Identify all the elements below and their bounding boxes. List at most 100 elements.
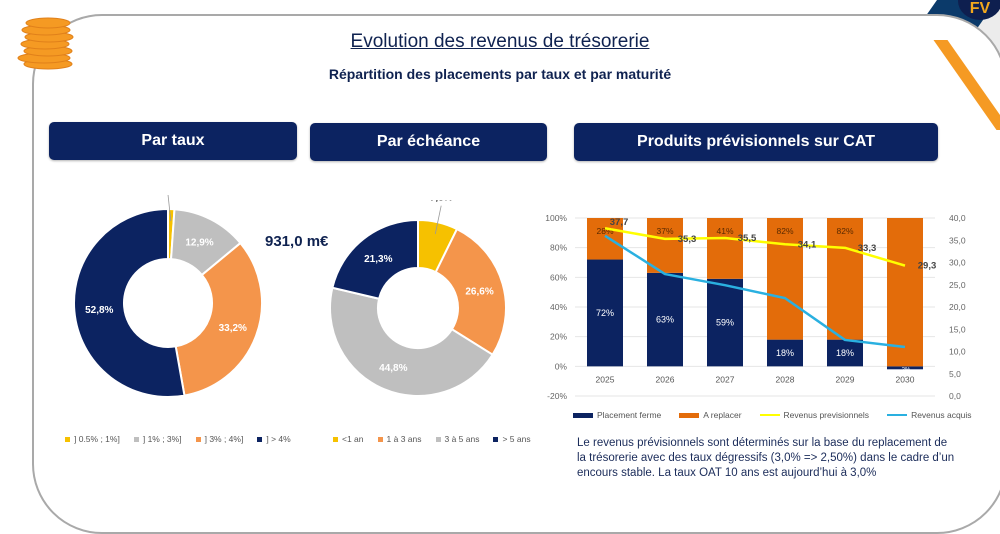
line-data-label: 29,3 — [918, 261, 937, 272]
bar-placement-ferme — [767, 339, 803, 367]
donut-data-label: 7,3% — [430, 200, 453, 204]
line-data-label: 35,5 — [738, 233, 757, 244]
y-left-tick-label: 100% — [545, 213, 567, 223]
legend-item: 1 à 3 ans — [377, 434, 422, 444]
legend-swatch — [195, 436, 201, 442]
y-right-tick-label: 30,0 — [949, 258, 966, 268]
y-right-tick-label: 0,0 — [949, 391, 961, 401]
bar-placement-ferme — [647, 272, 683, 367]
donut-slice — [331, 218, 419, 300]
legend-swatch — [257, 436, 263, 442]
bar-data-label: 72% — [596, 308, 614, 318]
donut-data-label: 21,3% — [364, 254, 392, 265]
bar-data-label: 18% — [776, 348, 794, 358]
bar-data-label: 41% — [716, 226, 733, 236]
cat-combo-chart: 100% 80% 60% 40% 20% 0% -20% 40,0 35,0 30,0 25,0 20… — [545, 213, 966, 401]
leader-line — [167, 195, 172, 222]
page-subtitle: Répartition des placements par taux et p… — [328, 66, 672, 82]
legend-label: ] 0.5% ; 1%] — [74, 434, 120, 444]
legend-label: Placement ferme — [597, 410, 662, 420]
donut-chart-par-taux: 1,1%12,9%33,2%52,8% — [73, 195, 263, 398]
legend-swatch — [333, 436, 338, 442]
bar-placement-ferme — [887, 366, 923, 370]
y-right-tick-label: 40,0 — [949, 213, 966, 223]
bar-a-replacer — [767, 218, 803, 340]
line-revenus-previsionnels — [604, 227, 906, 267]
legend-par-echeance: <1 an 1 à 3 ans 3 à 5 ans > 5 ans — [333, 434, 531, 444]
legend-item: ] > 4% — [257, 434, 291, 444]
line-data-label: 37,7 — [610, 217, 629, 228]
y-right-tick-label: 35,0 — [949, 235, 966, 245]
bar-placement-ferme — [827, 339, 863, 367]
legend-item: Revenus acquis — [887, 410, 972, 420]
bar-a-replacer — [707, 218, 743, 279]
bar-a-replacer — [587, 218, 623, 260]
legend-swatch — [377, 436, 383, 442]
total-amount: 931,0 m€ — [265, 233, 329, 250]
donut-data-label: 52,8% — [85, 305, 113, 316]
legend-swatch — [679, 412, 700, 418]
donut-data-label: 26,6% — [465, 287, 493, 298]
x-tick-label: 2025 — [596, 374, 615, 384]
legend-item: Placement ferme — [573, 410, 661, 420]
legend-swatch — [133, 436, 139, 442]
legend-cat: Placement ferme A replacer Revenus previsi… — [573, 410, 972, 420]
x-tick-label: 2028 — [776, 374, 795, 384]
company-logo: FV — [958, 0, 1000, 20]
y-right-tick-label: 25,0 — [949, 280, 966, 290]
bar-data-label: 82% — [776, 226, 793, 236]
legend-label: <1 an — [342, 434, 364, 444]
x-tick-label: 2030 — [896, 374, 915, 384]
legend-label: > 5 ans — [502, 434, 531, 444]
legend-item: > 5 ans — [493, 434, 531, 444]
bar-placement-ferme — [707, 278, 743, 367]
y-left-tick-label: -20% — [547, 391, 567, 401]
donut-data-label: 33,2% — [219, 323, 247, 334]
legend-swatch — [65, 436, 70, 442]
bar-data-label: 63% — [656, 315, 674, 325]
par-taux-header: Par taux — [49, 122, 297, 160]
bar-a-replacer — [887, 218, 923, 367]
bar-data-label: 82% — [836, 226, 853, 236]
legend-swatch — [887, 414, 908, 416]
coins-icon — [17, 17, 74, 70]
y-left-tick-label: 0% — [555, 361, 568, 371]
bar-data-label: -2% — [900, 367, 911, 373]
donut-slice — [434, 227, 507, 357]
donut-slice — [174, 241, 263, 397]
footnote: Le revenus prévisionnels sont déterminés… — [577, 437, 955, 479]
legend-label: 3 à 5 ans — [444, 434, 480, 444]
line-data-label: 33,3 — [858, 243, 877, 254]
line-data-label: 34,1 — [798, 239, 817, 250]
bar-data-label: 37% — [656, 226, 673, 236]
donut-slice — [73, 207, 186, 398]
legend-label: 1 à 3 ans — [386, 434, 422, 444]
legend-swatch — [435, 436, 441, 442]
leader-line — [434, 205, 442, 235]
line-revenus-acquis — [604, 234, 906, 349]
legend-item: 3 à 5 ans — [435, 434, 480, 444]
donut-data-label: 12,9% — [185, 238, 213, 249]
legend-item: A replacer — [679, 410, 742, 420]
y-right-tick-label: 5,0 — [949, 369, 961, 379]
bar-data-label: 18% — [836, 348, 854, 358]
par-echeance-header: Par échéance — [310, 123, 547, 161]
bar-placement-ferme — [587, 259, 623, 367]
x-tick-label: 2026 — [656, 374, 675, 384]
donut-chart-par-echeance: 7,3% 26,6% 44,8% 21,3% — [329, 200, 507, 397]
y-left-tick-label: 60% — [550, 272, 567, 282]
y-right-tick-label: 10,0 — [949, 347, 966, 357]
legend-item: <1 an — [333, 434, 364, 444]
y-left-tick-label: 20% — [550, 332, 567, 342]
legend-label: ] > 4% — [266, 434, 291, 444]
legend-label: ] 1% ; 3%] — [142, 434, 182, 444]
donut-slice — [329, 286, 494, 397]
legend-item: Revenus previsionnels — [759, 410, 869, 420]
legend-label: ] 3% ; 4%] — [204, 434, 244, 444]
legend-swatch — [573, 412, 593, 418]
legend-item: ] 1% ; 3%] — [133, 434, 182, 444]
legend-item: ] 3% ; 4%] — [195, 434, 244, 444]
cat-header: Produits prévisionnels sur CAT — [574, 123, 938, 161]
legend-item: ] 0.5% ; 1%] — [65, 434, 120, 444]
y-left-tick-label: 80% — [550, 243, 567, 253]
